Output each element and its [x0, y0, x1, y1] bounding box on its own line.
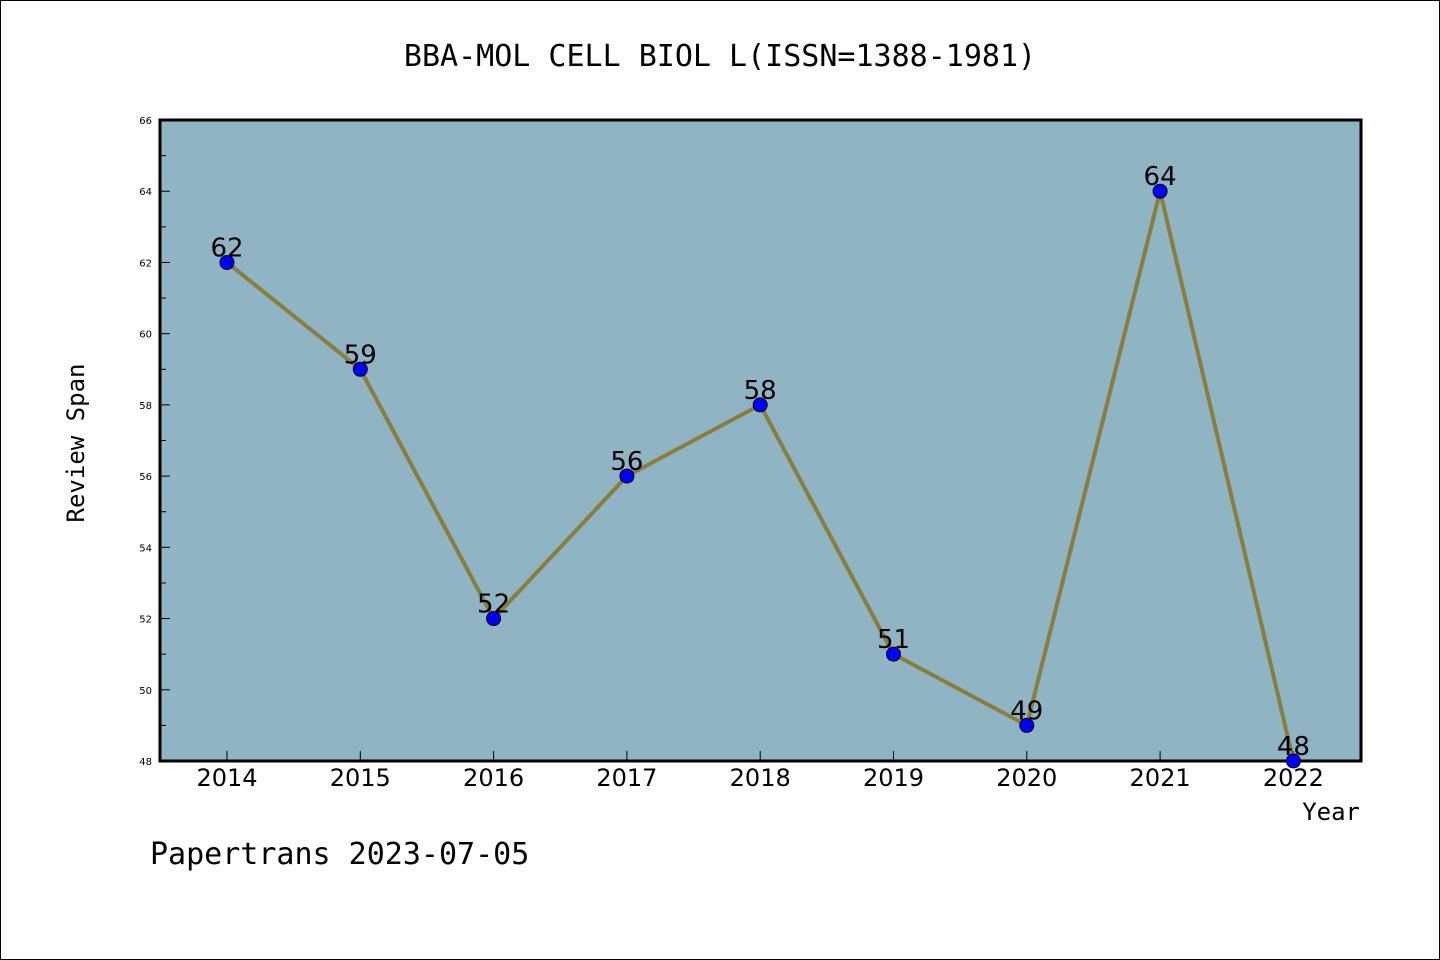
x-axis-label: Year: [1302, 798, 1360, 826]
chart-title: BBA-MOL CELL BIOL L(ISSN=1388-1981): [404, 39, 1036, 74]
data-point: [1019, 717, 1035, 733]
y-tick-label: 58: [139, 401, 152, 412]
data-point: [1152, 183, 1168, 199]
x-tick-label: 2020: [996, 764, 1057, 792]
y-tick-label: 56: [139, 472, 152, 483]
data-point: [619, 468, 635, 484]
data-point: [219, 254, 235, 270]
data-label: 64: [1144, 162, 1177, 192]
data-label: 51: [877, 625, 910, 655]
y-tick-label: 66: [139, 116, 152, 127]
data-label: 62: [210, 233, 243, 263]
x-tick-label: 2019: [863, 764, 924, 792]
data-labels: 62 59 52 56 58 51 49 64 48: [210, 162, 1309, 762]
data-point: [352, 361, 368, 377]
x-tick-label: 2015: [330, 764, 391, 792]
y-tick-label: 62: [139, 258, 152, 269]
y-tick-label: 50: [139, 686, 152, 697]
data-point: [886, 646, 901, 662]
data-point: [486, 611, 502, 627]
series-markers: [219, 183, 1301, 769]
y-tick-label: 52: [139, 615, 152, 626]
data-point: [752, 397, 768, 413]
data-label: 58: [744, 376, 777, 406]
y-tick-label: 64: [139, 187, 152, 198]
y-axis-label: Review Span: [62, 364, 90, 523]
y-tick-label: 48: [139, 757, 152, 768]
x-tick-label: 2014: [196, 764, 257, 792]
footer-credit: Papertrans 2023-07-05: [150, 837, 529, 872]
data-label: 49: [1010, 696, 1043, 726]
y-tick-label: 54: [139, 543, 152, 554]
data-point: [1285, 753, 1301, 769]
data-label: 52: [477, 590, 510, 620]
data-label: 59: [344, 340, 377, 370]
plot-area: [158, 118, 1363, 763]
x-axis: 2014 2015 2016 2017 2018 2019 2020 2021 2022: [196, 751, 1324, 792]
x-tick-label: 2017: [596, 764, 657, 792]
x-tick-label: 2016: [463, 764, 524, 792]
x-tick-label: 2022: [1263, 764, 1324, 792]
y-tick-label: 60: [139, 330, 152, 341]
y-axis: 48 50 52 54 56 58 60 62 64 66: [139, 116, 170, 768]
x-tick-label: 2018: [730, 764, 791, 792]
data-label: 48: [1277, 732, 1310, 762]
x-tick-label: 2021: [1130, 764, 1191, 792]
data-label: 56: [610, 447, 643, 477]
